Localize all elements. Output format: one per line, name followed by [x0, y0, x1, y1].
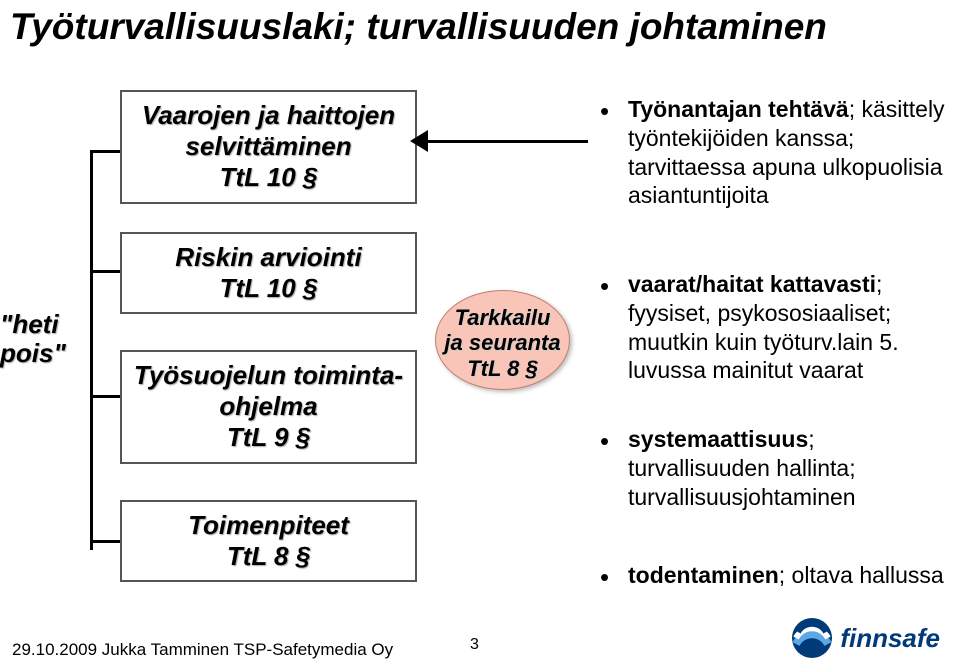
- bullet-1: Työnantajan tehtävä; käsittely työntekij…: [600, 95, 950, 210]
- box4-line2: TtL 8 §: [126, 541, 411, 572]
- oval-tarkkailu-seuranta: Tarkkailu ja seuranta TtL 8 §: [435, 290, 570, 390]
- bullet-2-bold: vaarat/haitat kattavasti: [628, 271, 876, 297]
- quote-label-text: "heti pois": [0, 309, 66, 368]
- box3-line3: TtL 9 §: [126, 422, 411, 453]
- box-tyosuojelun-toimintaohjelma: Työsuojelun toiminta- ohjelma TtL 9 §: [120, 350, 417, 464]
- box4-line1: Toimenpiteet: [126, 510, 411, 541]
- finnsafe-logo: finnsafe: [790, 616, 940, 660]
- finnsafe-logo-icon: [790, 616, 834, 660]
- bullet-4-bold: todentaminen: [628, 562, 779, 588]
- connector-h4: [90, 540, 120, 543]
- connector-h1: [90, 150, 120, 153]
- connector-h3: [90, 395, 120, 398]
- oval-line3: TtL 8 §: [436, 356, 569, 381]
- bullet-3-bold: systemaattisuus: [628, 426, 808, 452]
- bullet-4: todentaminen; oltava hallussa: [600, 561, 950, 590]
- box2-line2: TtL 10 §: [126, 273, 411, 304]
- quote-label: "heti pois": [0, 310, 66, 367]
- arrow-box1-to-bullets-head: [410, 130, 428, 152]
- page-number: 3: [470, 636, 479, 654]
- bullet-3: systemaattisuus; turvallisuuden hallinta…: [600, 425, 950, 511]
- finnsafe-logo-text: finnsafe: [840, 623, 940, 654]
- bullet-list: Työnantajan tehtävä; käsittely työntekij…: [600, 95, 950, 630]
- box1-line2: selvittäminen: [126, 131, 411, 162]
- box2-line1: Riskin arviointi: [126, 242, 411, 273]
- connector-vertical: [90, 150, 93, 550]
- oval-line1: Tarkkailu: [436, 305, 569, 330]
- oval-line2: ja seuranta: [436, 330, 569, 355]
- arrow-box1-to-bullets-line: [413, 140, 588, 143]
- box3-line1: Työsuojelun toiminta-: [126, 360, 411, 391]
- slide-title: Työturvallisuuslaki; turvallisuuden joht…: [10, 6, 827, 48]
- box-riskin-arviointi: Riskin arviointi TtL 10 §: [120, 232, 417, 314]
- bullet-1-bold: Työnantajan tehtävä: [628, 96, 849, 122]
- footer-text: 29.10.2009 Jukka Tamminen TSP-Safetymedi…: [12, 640, 393, 660]
- box-toimenpiteet: Toimenpiteet TtL 8 §: [120, 500, 417, 582]
- bullet-2: vaarat/haitat kattavasti; fyysiset, psyk…: [600, 270, 950, 385]
- box1-line3: TtL 10 §: [126, 162, 411, 193]
- box3-line2: ohjelma: [126, 391, 411, 422]
- box1-line1: Vaarojen ja haittojen: [126, 100, 411, 131]
- box-vaarojen-selvittaminen: Vaarojen ja haittojen selvittäminen TtL …: [120, 90, 417, 204]
- connector-h2: [90, 270, 120, 273]
- bullet-4-rest: ; oltava hallussa: [779, 562, 944, 588]
